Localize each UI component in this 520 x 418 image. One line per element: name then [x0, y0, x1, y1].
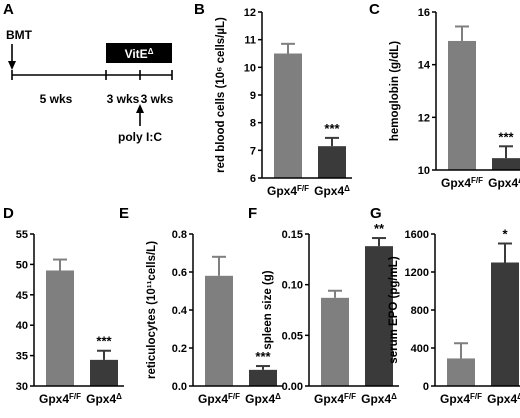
timeline-phase-2: 3 wks: [107, 92, 140, 106]
y-tick-label-rbc: 7: [250, 145, 256, 157]
y-axis-label-spleen-size: spleen size (g): [262, 270, 274, 349]
y-tick-label-hematocrit: 55: [16, 229, 28, 241]
y-tick-label-reticulocytes: 0.8: [172, 229, 187, 241]
y-tick-label-reticulocytes: 0.2: [172, 343, 187, 355]
y-tick-label-spleen-size: 0.05: [282, 330, 303, 342]
category-label-hematocrit: Gpx4Δ: [86, 392, 122, 407]
y-tick-label-rbc: 11: [244, 35, 256, 47]
panel-letter-d: D: [3, 205, 14, 222]
bar-reticulocytes-control: [205, 275, 233, 386]
significance-label-reticulocytes: ***: [255, 349, 271, 364]
bar-spleen-size-control: [321, 297, 349, 386]
bar-rbc-control: [274, 53, 302, 178]
bar-reticulocytes-knockout: [249, 369, 277, 386]
category-label-reticulocytes: Gpx4F/F: [198, 392, 240, 407]
y-tick-label-hematocrit: 30: [16, 381, 28, 393]
treatment-box: [106, 43, 172, 63]
panel-letter-g: G: [370, 205, 382, 222]
y-tick-label-hematocrit: 40: [16, 320, 28, 332]
y-tick-label-rbc: 6: [250, 173, 256, 185]
timeline-phase-1: 5 wks: [40, 92, 73, 106]
significance-label-serum-epo: *: [502, 227, 508, 242]
y-tick-label-hematocrit: 50: [16, 259, 28, 271]
bar-rbc-knockout: [318, 146, 346, 178]
y-tick-label-serum-epo: 1600: [405, 229, 429, 241]
y-tick-label-hemoglobin: 14: [418, 60, 431, 72]
timeline-phase-3: 3 wks: [141, 92, 174, 106]
y-tick-label-rbc: 10: [244, 62, 256, 74]
injection-label: poly I:C: [118, 130, 162, 144]
category-label-hematocrit: Gpx4F/F: [39, 392, 81, 407]
panel-letter-e: E: [119, 205, 129, 222]
y-tick-label-rbc: 8: [250, 118, 256, 130]
y-tick-label-serum-epo: 400: [411, 343, 429, 355]
timeline-panel: A BMT VitEΔ 5 wks 3 wks 3 wks poly I:C: [3, 1, 174, 144]
bmt-arrow-head: [8, 61, 16, 70]
y-tick-label-reticulocytes: 0.0: [172, 381, 187, 393]
y-axis-label-hemoglobin: hemoglobin (g/dL): [389, 41, 401, 141]
significance-label-hemoglobin: ***: [498, 129, 514, 144]
category-label-rbc: Gpx4Δ: [314, 184, 350, 199]
y-tick-label-rbc: 12: [244, 7, 256, 19]
bmt-label: BMT: [6, 28, 33, 42]
y-axis-label-serum-epo: serum EPO (pg/mL): [388, 256, 400, 364]
y-tick-label-serum-epo: 1200: [405, 267, 429, 279]
panel-letter-a: A: [3, 1, 14, 18]
bar-serum-epo-control: [447, 358, 475, 386]
y-tick-label-rbc: 9: [250, 90, 256, 102]
bar-serum-epo-knockout: [491, 262, 519, 386]
y-tick-label-spleen-size: 0.00: [282, 381, 303, 393]
category-label-serum-epo: Gpx4F/F: [440, 392, 482, 407]
category-label-reticulocytes: Gpx4Δ: [245, 392, 281, 407]
category-label-spleen-size: Gpx4Δ: [361, 392, 397, 407]
y-axis-label-rbc: red blood cells (10⁶ cells/µL): [215, 17, 227, 173]
category-label-spleen-size: Gpx4F/F: [314, 392, 356, 407]
injection-arrow-head: [136, 104, 144, 113]
y-tick-label-spleen-size: 0.10: [282, 280, 303, 292]
significance-label-spleen-size: **: [374, 221, 385, 236]
chart-panel-hematocrit: Dhematocrit (%)303540455055Gpx4F/F***Gpx…: [3, 205, 124, 407]
treatment-label: VitEΔ: [125, 47, 154, 62]
y-tick-label-hemoglobin: 16: [418, 7, 430, 19]
panel-letter-b: B: [194, 1, 205, 18]
panel-letter-f: F: [248, 205, 257, 222]
y-tick-label-hematocrit: 35: [16, 351, 28, 363]
bar-hematocrit-control: [46, 270, 74, 386]
y-tick-label-spleen-size: 0.15: [282, 229, 303, 241]
y-tick-label-hemoglobin: 12: [418, 112, 430, 124]
category-label-hemoglobin: Gpx4F/F: [441, 176, 483, 191]
y-tick-label-reticulocytes: 0.6: [172, 267, 187, 279]
y-tick-label-hematocrit: 45: [16, 290, 28, 302]
y-tick-label-serum-epo: 0: [423, 381, 429, 393]
bar-hemoglobin-control: [448, 40, 476, 170]
bar-hemoglobin-knockout: [492, 158, 520, 170]
category-label-hemoglobin: Gpx4Δ: [488, 176, 520, 191]
y-axis-label-reticulocytes: reticulocytes (10¹¹cells/L): [146, 241, 158, 379]
category-label-serum-epo: Gpx4Δ: [487, 392, 520, 407]
bar-spleen-size-knockout: [365, 246, 393, 386]
y-tick-label-serum-epo: 800: [411, 305, 429, 317]
panel-letter-c: C: [369, 1, 380, 18]
bar-hematocrit-knockout: [90, 359, 118, 386]
category-label-rbc: Gpx4F/F: [267, 184, 309, 199]
significance-label-rbc: ***: [324, 121, 340, 136]
y-tick-label-reticulocytes: 0.4: [172, 305, 188, 317]
significance-label-hematocrit: ***: [96, 334, 112, 349]
y-tick-label-hemoglobin: 10: [418, 165, 430, 177]
